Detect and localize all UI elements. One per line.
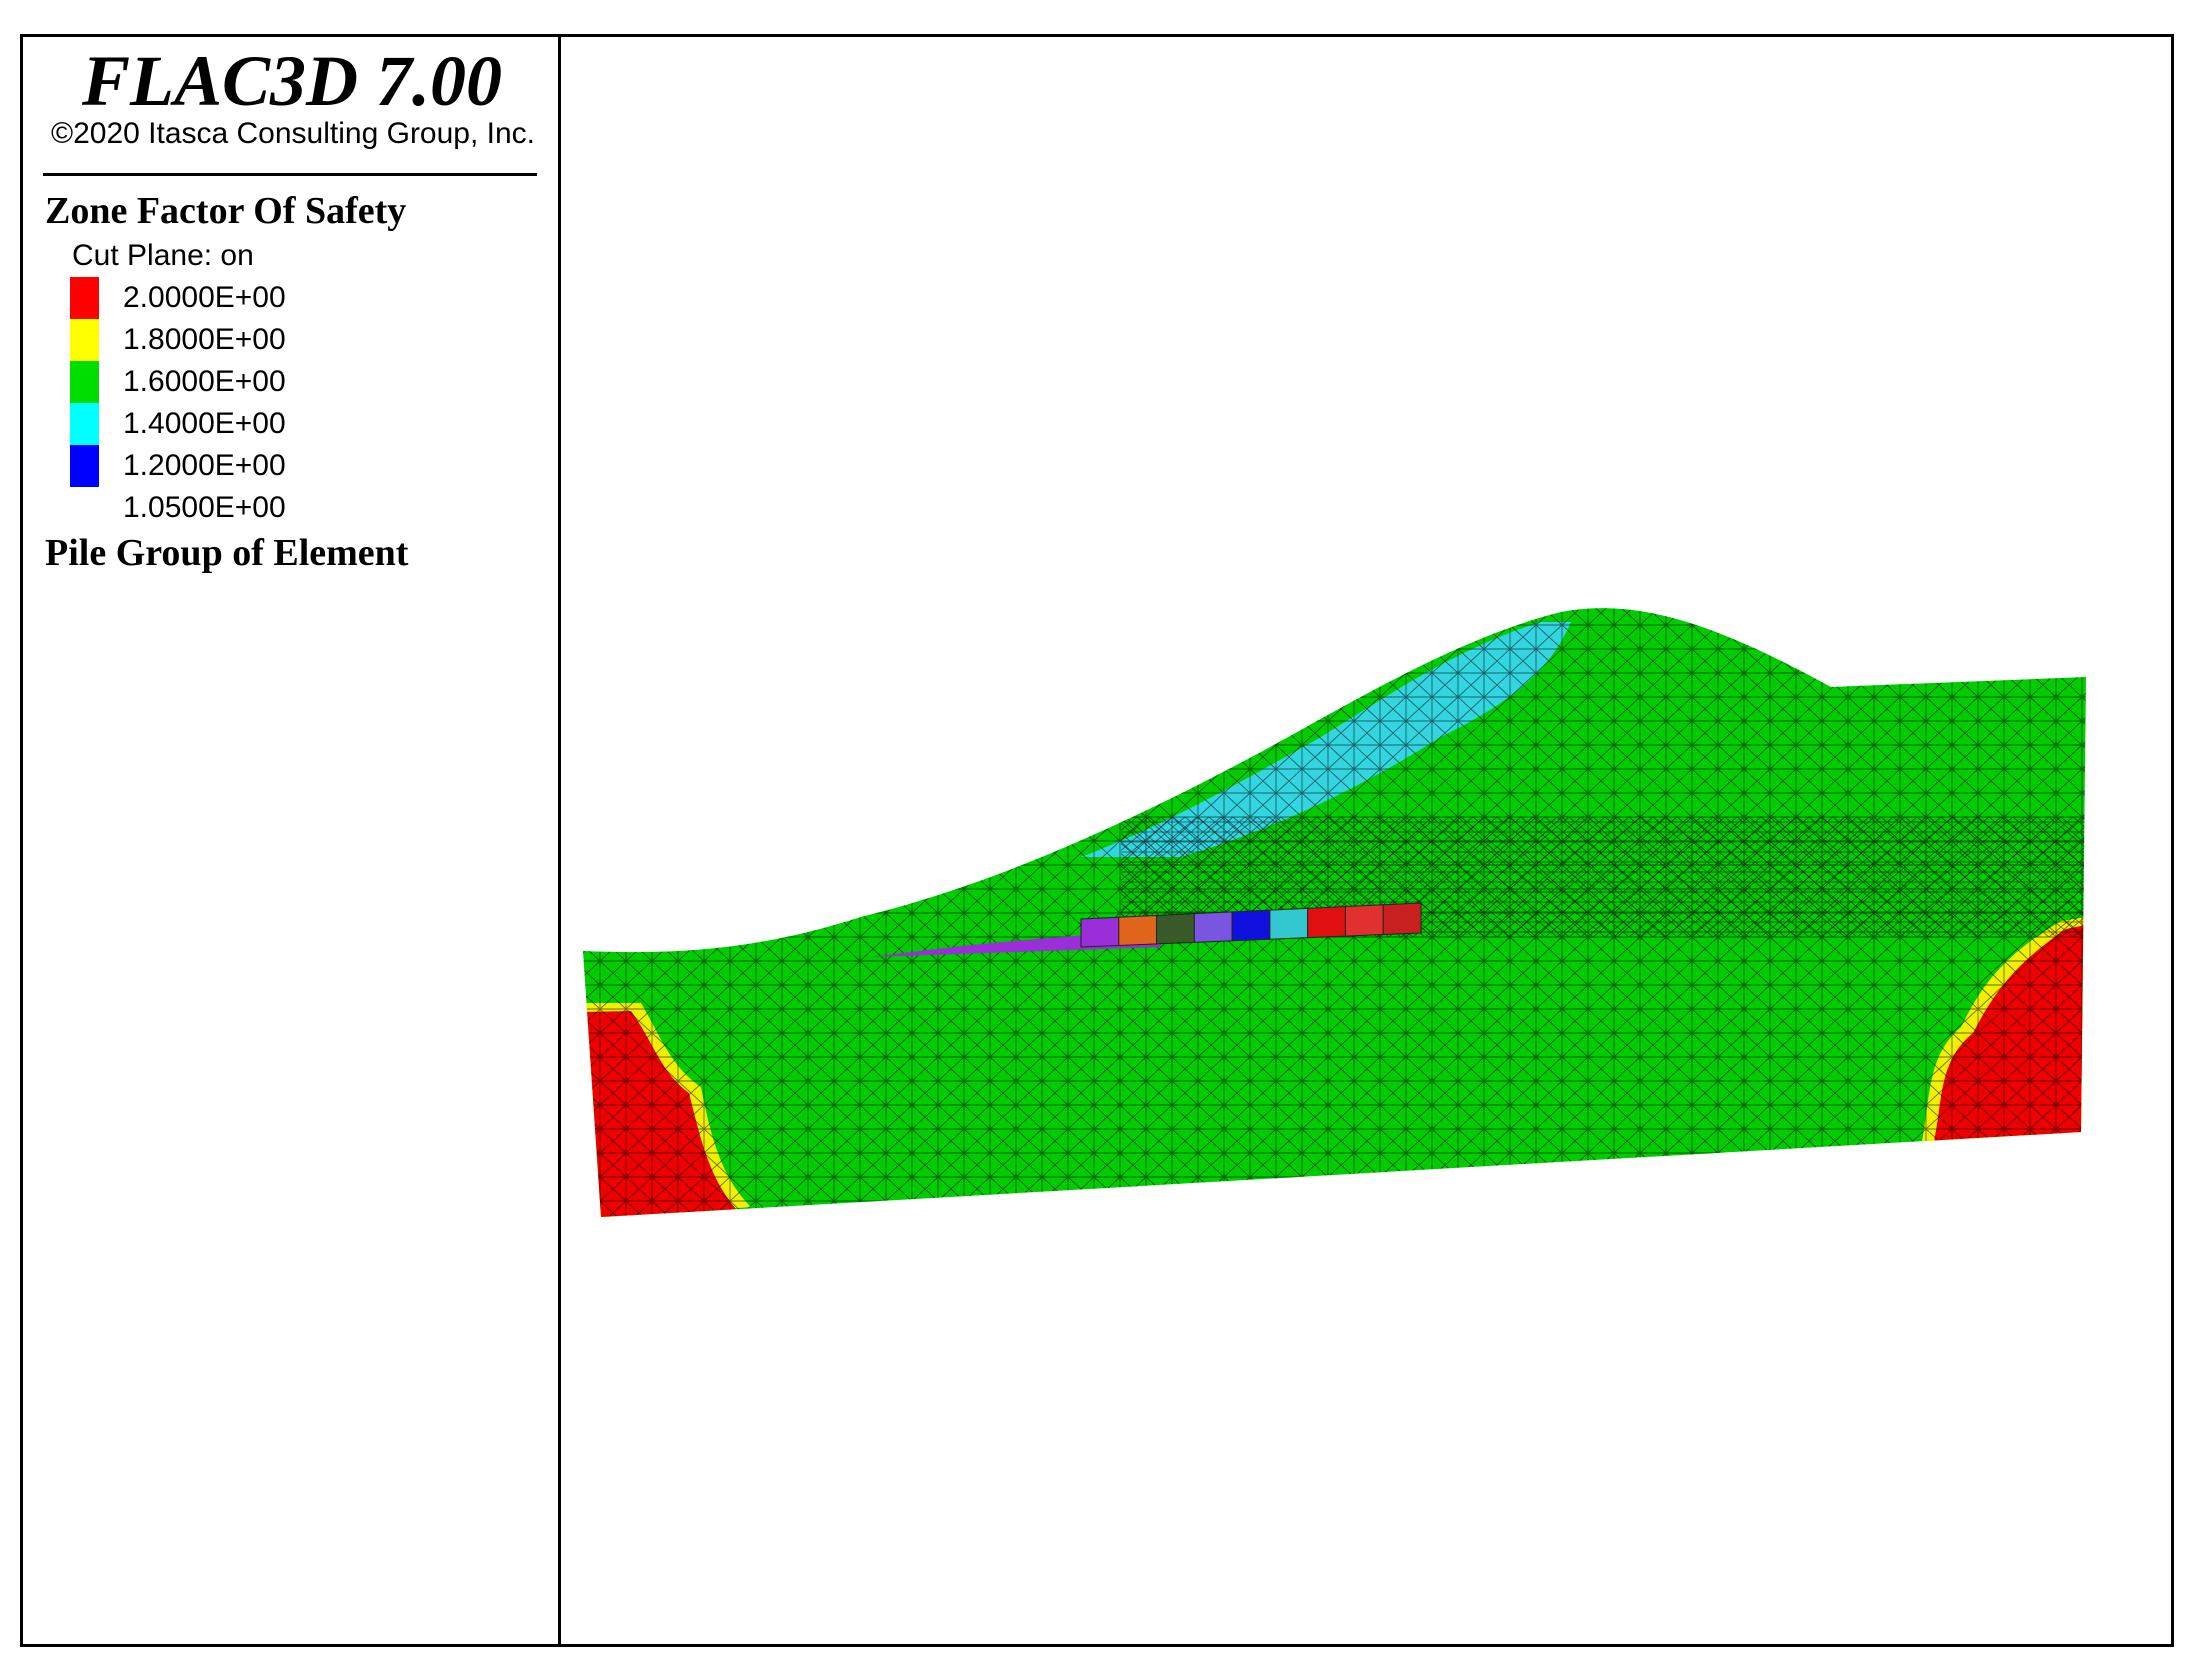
- model-viewport: [561, 37, 2174, 1644]
- legend-divider: [43, 173, 537, 176]
- pile-segment: [1080, 916, 1120, 948]
- legend-swatch: [70, 319, 99, 361]
- pile-segment: [1344, 904, 1384, 937]
- cut-plane-status: Cut Plane: on: [72, 239, 254, 272]
- pile-segment: [1231, 909, 1271, 942]
- zone-fos-heading: Zone Factor Of Safety: [45, 190, 407, 232]
- legend-value: 1.8000E+00: [123, 323, 286, 356]
- copyright-text: ©2020 Itasca Consulting Group, Inc.: [50, 117, 536, 150]
- pile-segment: [1118, 914, 1158, 946]
- legend-values: 2.0000E+00 1.8000E+00 1.6000E+00 1.4000E…: [123, 277, 286, 529]
- slope-model-plot: [583, 608, 2086, 1217]
- pile-segment: [1156, 913, 1195, 945]
- legend-value: 1.2000E+00: [123, 449, 286, 482]
- legend-value: 1.0500E+00: [123, 491, 286, 524]
- legend-swatch: [70, 403, 99, 445]
- pile-segment: [1193, 911, 1233, 943]
- pile-segment: [1307, 906, 1346, 939]
- legend-swatch: [70, 277, 99, 319]
- pile-segment: [1382, 902, 1422, 936]
- legend-value: 1.6000E+00: [123, 365, 286, 398]
- legend-panel: FLAC3D 7.00 ©2020 Itasca Consulting Grou…: [23, 37, 561, 1644]
- legend-swatch: [70, 445, 99, 487]
- app-title: FLAC3D 7.00: [81, 41, 503, 121]
- pile-segment: [1269, 907, 1309, 940]
- pile-group: [871, 902, 1422, 957]
- figure-frame: FLAC3D 7.00 ©2020 Itasca Consulting Grou…: [20, 34, 2174, 1647]
- legend-value: 2.0000E+00: [123, 281, 286, 314]
- pile-group-heading: Pile Group of Element: [45, 532, 409, 574]
- legend-color-bar: [70, 277, 99, 487]
- legend-value: 1.4000E+00: [123, 407, 286, 440]
- legend-swatch: [70, 361, 99, 403]
